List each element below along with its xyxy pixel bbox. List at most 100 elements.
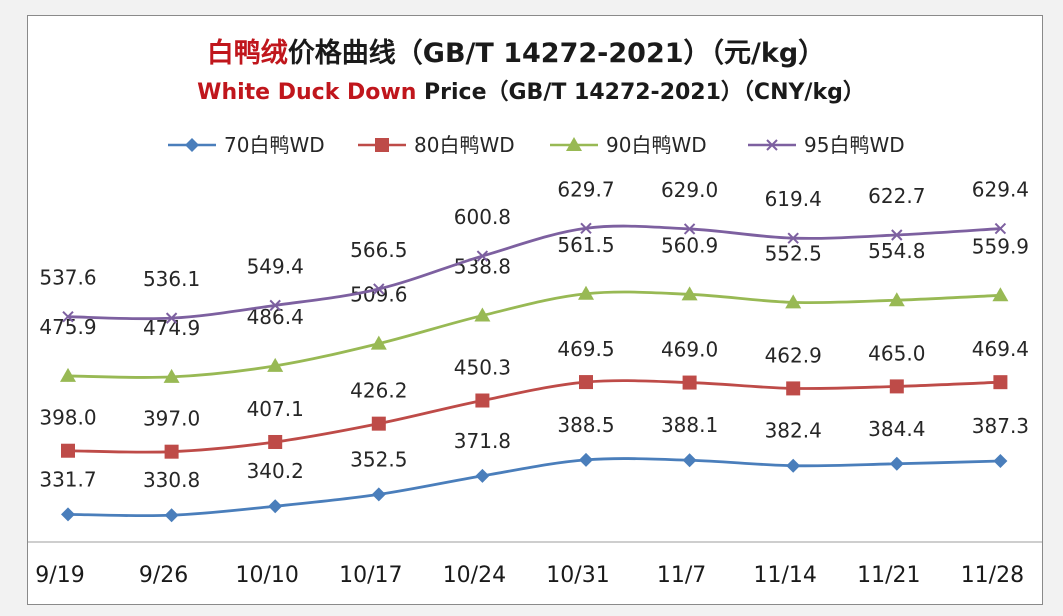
data-point-marker (373, 283, 385, 295)
data-point-marker (787, 232, 799, 244)
data-point-marker (786, 458, 801, 473)
data-label: 465.0 (868, 341, 925, 365)
data-point-marker (165, 312, 178, 324)
x-tick-label: 10/24 (443, 563, 506, 588)
data-point-marker (681, 286, 698, 301)
data-point-marker (61, 507, 75, 522)
data-label: 398.0 (39, 406, 96, 430)
chart-title-zh: 白鸭绒价格曲线（GB/T 14272-2021）（元/kg） (207, 37, 825, 69)
data-label: 619.4 (765, 187, 822, 211)
data-label: 340.2 (247, 459, 304, 483)
data-label: 426.2 (350, 379, 407, 403)
data-label: 388.1 (661, 413, 718, 437)
data-point-marker (475, 468, 490, 483)
chart-frame: 白鸭绒价格曲线（GB/T 14272-2021）（元/kg） White Duc… (27, 15, 1043, 605)
data-label: 629.0 (661, 178, 718, 202)
x-tick-label: 10/31 (546, 563, 609, 588)
data-point-marker (682, 375, 697, 390)
data-label: 397.0 (143, 407, 200, 431)
data-label: 561.5 (557, 233, 614, 257)
legend-label: 90白鸭WD (606, 133, 707, 157)
x-tick-label: 10/17 (339, 563, 402, 588)
data-point-marker (579, 452, 593, 467)
data-point-marker (371, 487, 386, 502)
legend-swatch-marker (375, 138, 389, 152)
legend-label: 80白鸭WD (414, 133, 515, 157)
data-label: 469.0 (661, 338, 718, 362)
legend-swatch-marker (185, 138, 199, 152)
data-label: 629.7 (557, 177, 614, 201)
data-point-marker (579, 375, 593, 390)
series-line-2 (66, 379, 1002, 454)
data-point-marker (994, 222, 1007, 235)
data-label: 384.4 (868, 417, 925, 441)
data-label: 559.9 (972, 234, 1029, 258)
data-label: 566.5 (350, 238, 407, 262)
data-point-marker (163, 368, 180, 383)
data-point-marker (580, 222, 592, 234)
data-point-marker (268, 499, 283, 514)
data-point-marker (993, 453, 1008, 468)
data-label: 622.7 (868, 184, 925, 208)
data-point-marker (475, 393, 490, 408)
data-label: 560.9 (661, 233, 718, 257)
chart-title-zh-highlight: 白鸭绒 (207, 37, 288, 69)
data-point-marker (888, 292, 905, 307)
x-tick-label: 9/26 (139, 563, 188, 588)
series-line-4 (66, 224, 1002, 321)
data-label: 549.4 (247, 254, 304, 278)
price-chart: 白鸭绒价格曲线（GB/T 14272-2021）（元/kg） White Duc… (28, 37, 1042, 588)
data-label: 537.6 (39, 266, 96, 290)
data-label: 387.3 (972, 414, 1029, 438)
data-point-marker (371, 416, 386, 431)
data-label: 629.4 (972, 178, 1029, 202)
data-label: 600.8 (454, 205, 511, 229)
series-line-3 (66, 290, 1002, 379)
x-tick-label: 11/21 (857, 563, 920, 588)
x-tick-label: 9/19 (35, 563, 84, 588)
legend-swatch-marker (766, 139, 778, 151)
data-point-marker (578, 285, 594, 300)
legend-label: 70白鸭WD (224, 133, 325, 157)
data-label: 330.8 (143, 468, 200, 492)
plot-area: 331.7 330.8 340.2 352.5 371.8 388.5 388.1 382.4… (39, 177, 1029, 523)
data-label: 536.1 (143, 267, 200, 291)
data-point-marker (269, 299, 281, 312)
x-axis-ticks: 9/19 9/26 10/10 10/17 10/24 10/31 11/7 11/14 11/… (35, 563, 1024, 588)
data-point-marker (370, 335, 387, 350)
data-label: 388.5 (557, 413, 614, 437)
data-point-marker (889, 379, 904, 394)
series-line-1 (66, 457, 1002, 518)
x-tick-label: 10/10 (235, 563, 298, 588)
data-point-marker (164, 508, 179, 523)
data-point-marker (164, 444, 179, 459)
data-point-marker (60, 367, 76, 382)
data-point-marker (683, 223, 696, 235)
chart-title-en-rest: Price（GB/T 14272-2021）（CNY/kg） (416, 80, 864, 105)
x-tick-label: 11/7 (657, 563, 706, 588)
data-label: 469.4 (972, 337, 1029, 361)
legend-label: 95白鸭WD (804, 133, 905, 157)
x-tick-label: 11/14 (753, 563, 816, 588)
data-point-marker (267, 357, 284, 372)
data-label: 462.9 (765, 343, 822, 367)
data-label: 382.4 (765, 419, 822, 443)
data-label: 352.5 (350, 447, 407, 471)
data-point-marker (476, 250, 489, 262)
data-point-marker (61, 443, 75, 458)
data-label: 538.8 (454, 255, 511, 279)
data-label: 552.5 (765, 241, 822, 265)
x-tick-label: 11/28 (961, 563, 1024, 588)
data-label: 469.5 (557, 337, 614, 361)
data-label: 407.1 (247, 397, 304, 421)
data-point-marker (682, 453, 697, 468)
data-point-marker (993, 375, 1008, 390)
data-label: 371.8 (454, 429, 511, 453)
data-point-marker (889, 456, 904, 471)
data-point-marker (62, 310, 74, 323)
chart-title-en: White Duck Down Price（GB/T 14272-2021）（C… (197, 80, 865, 105)
data-label: 509.6 (350, 283, 407, 307)
chart-title-en-highlight: White Duck Down (197, 80, 416, 105)
data-point-marker (786, 381, 801, 396)
legend: 70白鸭WD 80白鸭WD 90白鸭WD 95白鸭WD (168, 133, 905, 157)
